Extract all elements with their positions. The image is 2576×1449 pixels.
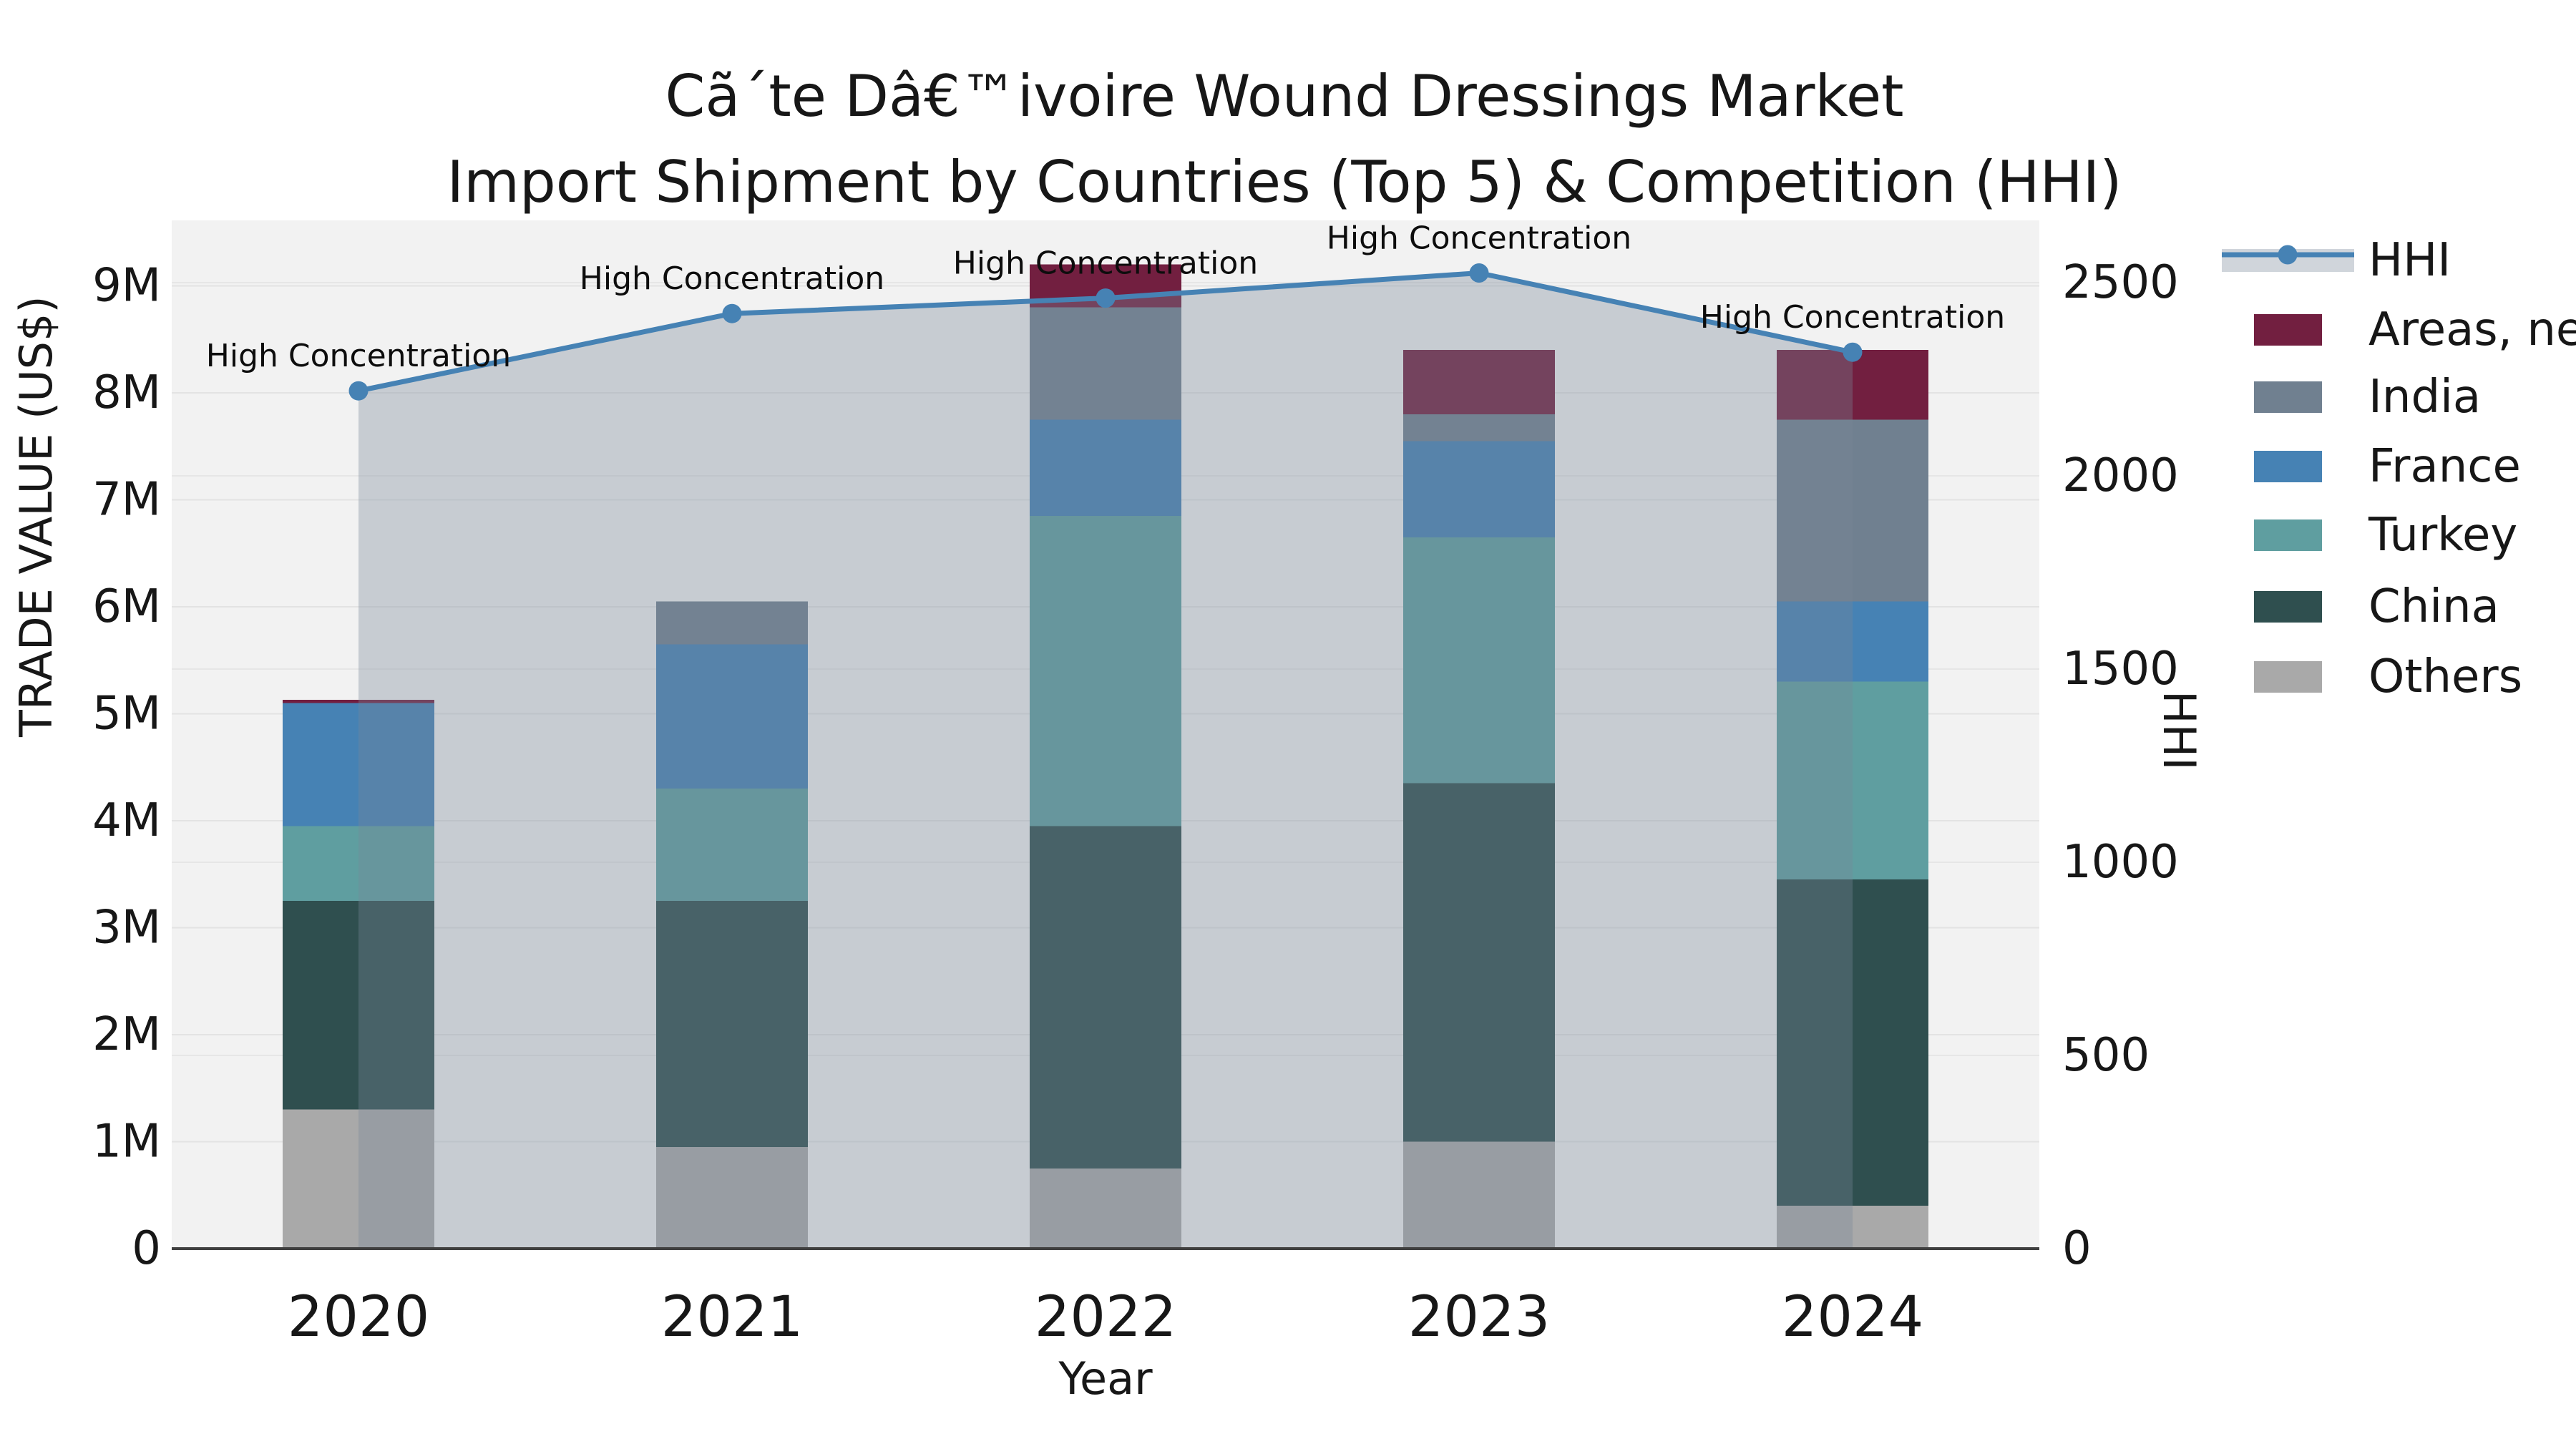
left-tick-0: 0 — [132, 1222, 161, 1275]
left-tick-3M: 3M — [92, 902, 161, 955]
bar-segment-india-2021 — [656, 601, 808, 645]
hhi-point-2023 — [1469, 263, 1489, 283]
x-tick-2023: 2023 — [1408, 1285, 1551, 1350]
left-axis-title: TRADE VALUE (US$) — [10, 296, 62, 737]
bar-segment-india-2024 — [1777, 419, 1928, 602]
bar-segment-france-2020 — [283, 703, 434, 826]
bar-segment-others-2022 — [1030, 1168, 1181, 1249]
hhi-annotation-2020: High Concentration — [206, 338, 511, 374]
legend-label-hhi: HHI — [2368, 234, 2451, 287]
left-tick-9M: 9M — [92, 260, 161, 313]
hhi-point-2020 — [348, 381, 369, 401]
right-tick-2500: 2500 — [2062, 256, 2179, 309]
hhi-annotation-2022: High Concentration — [953, 245, 1258, 282]
x-tick-2020: 2020 — [288, 1285, 430, 1350]
chart-title-line2: Import Shipment by Countries (Top 5) & C… — [447, 149, 2122, 215]
left-tick-5M: 5M — [92, 688, 161, 741]
left-tick-8M: 8M — [92, 366, 161, 419]
hhi-point-2024 — [1843, 342, 1863, 362]
x-axis-title: Year — [1058, 1352, 1153, 1405]
bar-segment-others-2021 — [656, 1146, 808, 1249]
bar-segment-france-2022 — [1030, 419, 1181, 516]
bar-segment-france-2021 — [656, 644, 808, 789]
legend-swatch-france — [2254, 451, 2322, 482]
right-tick-1000: 1000 — [2062, 836, 2179, 889]
bar-segment-turkey-2024 — [1777, 681, 1928, 880]
legend-swatch-india — [2254, 381, 2322, 413]
hhi-area-fill — [358, 273, 1853, 1249]
hhi-annotation-2024: High Concentration — [1700, 299, 2005, 336]
left-tick-2M: 2M — [92, 1008, 161, 1061]
right-tick-0: 0 — [2062, 1222, 2092, 1275]
x-tick-2021: 2021 — [661, 1285, 804, 1350]
left-tick-1M: 1M — [92, 1116, 161, 1169]
bar-segment-others-2024 — [1777, 1206, 1928, 1249]
bar-segment-others-2020 — [283, 1109, 434, 1249]
hhi-point-2022 — [1096, 288, 1116, 308]
hhi-annotation-2023: High Concentration — [1327, 220, 1631, 257]
right-tick-2000: 2000 — [2062, 449, 2179, 502]
bar-segment-turkey-2022 — [1030, 515, 1181, 826]
hhi-annotation-2021: High Concentration — [580, 260, 884, 297]
bar-segment-china-2023 — [1403, 783, 1555, 1142]
left-tick-7M: 7M — [92, 474, 161, 527]
bar-segment-turkey-2023 — [1403, 537, 1555, 784]
legend-hhi-marker — [2278, 245, 2298, 265]
left-tick-4M: 4M — [92, 794, 161, 847]
bar-segment-india-2022 — [1030, 307, 1181, 420]
x-tick-2022: 2022 — [1035, 1285, 1177, 1350]
bar-segment-turkey-2020 — [283, 826, 434, 902]
x-tick-2024: 2024 — [1782, 1285, 1924, 1350]
legend-label-china: China — [2368, 580, 2499, 633]
legend-label-others: Others — [2368, 650, 2522, 703]
right-tick-1500: 1500 — [2062, 643, 2179, 696]
bar-segment-france-2023 — [1403, 441, 1555, 537]
bar-segment-china-2024 — [1777, 879, 1928, 1206]
bar-segment-france-2024 — [1777, 601, 1928, 682]
bar-segment-turkey-2021 — [656, 789, 808, 902]
legend-label-turkey: Turkey — [2368, 509, 2517, 562]
bar-segment-china-2022 — [1030, 826, 1181, 1169]
legend-swatch-areas-nes — [2254, 314, 2322, 346]
bar-segment-china-2020 — [283, 901, 434, 1110]
legend-label-india: India — [2368, 371, 2481, 424]
hhi-point-2021 — [722, 303, 742, 323]
legend-label-france: France — [2368, 440, 2521, 493]
bar-segment-india-2023 — [1403, 414, 1555, 441]
bar-segment-areas-nes-2023 — [1403, 350, 1555, 414]
bar-segment-others-2023 — [1403, 1141, 1555, 1249]
right-axis-title: HHI — [2153, 691, 2205, 771]
legend-swatch-others — [2254, 661, 2322, 693]
right-tick-500: 500 — [2062, 1029, 2150, 1082]
bar-segment-china-2021 — [656, 901, 808, 1147]
bar-segment-areas-nes-2020 — [283, 700, 434, 703]
chart-title-line1: Cã´te Dâ€™ivoire Wound Dressings Market — [665, 63, 1904, 130]
left-tick-6M: 6M — [92, 580, 161, 633]
legend-swatch-turkey — [2254, 519, 2322, 551]
legend-swatch-china — [2254, 591, 2322, 623]
legend-label-areas-nes: Areas, nes — [2368, 303, 2576, 356]
